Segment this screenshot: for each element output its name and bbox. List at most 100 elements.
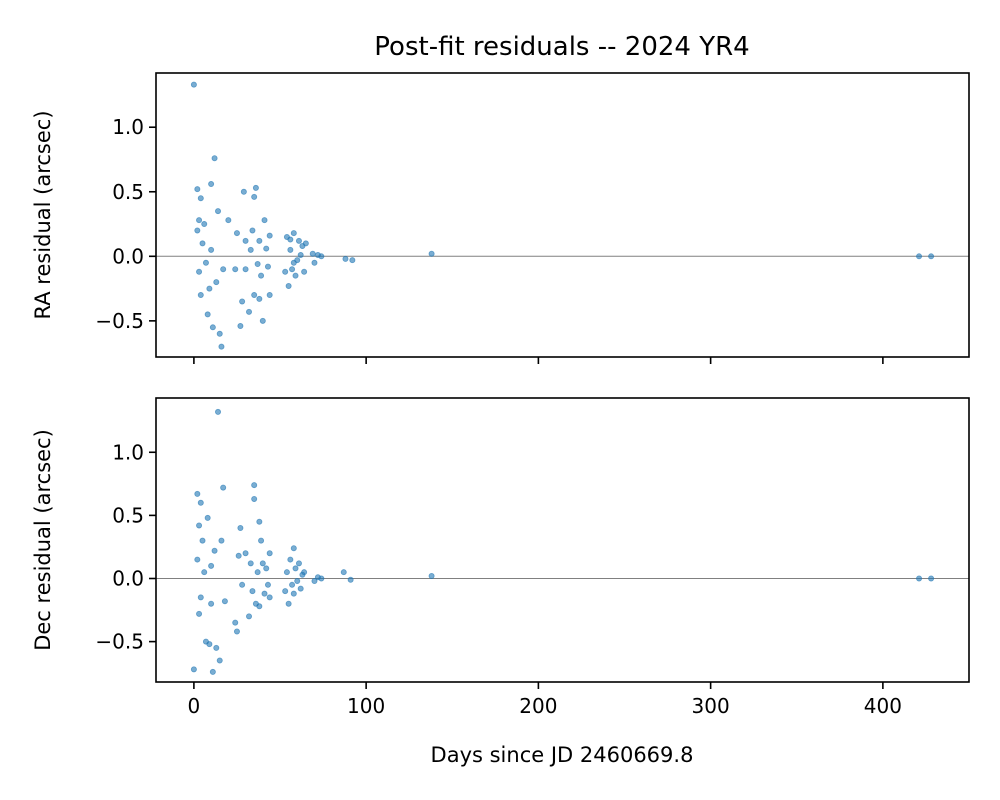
ra-point bbox=[263, 245, 270, 252]
ra-point bbox=[208, 181, 215, 188]
dec-point bbox=[254, 569, 261, 576]
dec-x-tick-label: 100 bbox=[347, 694, 385, 718]
dec-y-axis-label: Dec residual (arcsec) bbox=[31, 429, 55, 651]
dec-point bbox=[290, 545, 297, 552]
dec-point bbox=[204, 514, 211, 521]
ra-point bbox=[261, 217, 268, 224]
dec-point bbox=[221, 598, 228, 605]
dec-point bbox=[190, 666, 197, 673]
ra-y-tick-label: 0.5 bbox=[112, 180, 144, 204]
dec-point bbox=[232, 619, 239, 626]
ra-point bbox=[292, 272, 299, 279]
dec-point bbox=[242, 550, 249, 557]
ra-y-axis-label: RA residual (arcsec) bbox=[31, 110, 55, 319]
ra-point bbox=[206, 285, 213, 292]
ra-point bbox=[232, 266, 239, 273]
dec-point bbox=[201, 569, 208, 576]
dec-point bbox=[196, 610, 203, 617]
dec-point bbox=[301, 569, 308, 576]
ra-point bbox=[242, 237, 249, 244]
ra-point bbox=[916, 253, 923, 260]
dec-x-tick-label: 300 bbox=[692, 694, 730, 718]
dec-plot-frame bbox=[155, 397, 970, 683]
dec-point bbox=[428, 572, 435, 579]
dec-point bbox=[292, 565, 299, 572]
ra-point bbox=[349, 257, 356, 264]
dec-point bbox=[928, 575, 935, 582]
dec-point bbox=[251, 495, 258, 502]
dec-point bbox=[247, 560, 254, 567]
ra-point bbox=[249, 227, 256, 234]
ra-point bbox=[194, 227, 201, 234]
dec-point bbox=[209, 668, 216, 675]
ra-point bbox=[197, 292, 204, 299]
ra-point bbox=[928, 253, 935, 260]
dec-y-tick-label: 0.0 bbox=[112, 566, 144, 590]
dec-point bbox=[297, 585, 304, 592]
ra-point bbox=[240, 188, 247, 195]
dec-point bbox=[258, 537, 265, 544]
dec-point bbox=[266, 550, 273, 557]
dec-point bbox=[285, 600, 292, 607]
ra-point bbox=[295, 237, 302, 244]
ra-point bbox=[246, 308, 253, 315]
ra-point bbox=[215, 208, 222, 215]
ra-point bbox=[233, 230, 240, 237]
ra-point bbox=[264, 263, 271, 270]
dec-point bbox=[194, 490, 201, 497]
dec-point bbox=[239, 581, 246, 588]
dec-point bbox=[216, 657, 223, 664]
ra-point bbox=[252, 184, 259, 191]
ra-point bbox=[285, 282, 292, 289]
dec-point bbox=[199, 537, 206, 544]
chart-title: Post-fit residuals -- 2024 YR4 bbox=[374, 32, 749, 62]
dec-point bbox=[256, 518, 263, 525]
dec-point bbox=[318, 575, 325, 582]
dec-point bbox=[196, 522, 203, 529]
ra-point bbox=[302, 240, 309, 247]
ra-panel: −0.5 0.0 0.5 1.0 bbox=[95, 72, 970, 364]
dec-point bbox=[197, 499, 204, 506]
ra-point bbox=[202, 259, 209, 266]
ra-point bbox=[213, 279, 220, 286]
ra-point bbox=[301, 268, 308, 275]
ra-point bbox=[311, 259, 318, 266]
dec-point bbox=[215, 408, 222, 415]
ra-point bbox=[208, 246, 215, 253]
ra-point bbox=[309, 250, 316, 257]
ra-plot-frame bbox=[155, 72, 970, 358]
ra-point bbox=[196, 217, 203, 224]
ra-point bbox=[289, 266, 296, 273]
ra-y-tick-label: −0.5 bbox=[95, 309, 144, 333]
ra-point bbox=[294, 257, 301, 264]
dec-point bbox=[237, 525, 244, 532]
dec-point bbox=[259, 560, 266, 567]
ra-point bbox=[287, 246, 294, 253]
ra-point bbox=[190, 81, 197, 88]
dec-point bbox=[251, 482, 258, 489]
dec-point bbox=[266, 594, 273, 601]
ra-point bbox=[256, 295, 263, 302]
ra-point bbox=[290, 230, 297, 237]
ra-point bbox=[199, 240, 206, 247]
ra-point bbox=[247, 246, 254, 253]
dec-point bbox=[256, 603, 263, 610]
ra-point bbox=[428, 250, 435, 257]
dec-point bbox=[295, 560, 302, 567]
ra-point bbox=[251, 193, 258, 200]
ra-point bbox=[266, 232, 273, 239]
ra-point bbox=[251, 292, 258, 299]
dec-point bbox=[347, 576, 354, 583]
ra-y-tick-label: 0.0 bbox=[112, 244, 144, 268]
ra-point bbox=[258, 272, 265, 279]
ra-point bbox=[259, 317, 266, 324]
dec-point bbox=[194, 556, 201, 563]
dec-point bbox=[283, 569, 290, 576]
x-axis-label: Days since JD 2460669.8 bbox=[431, 743, 694, 767]
dec-point bbox=[213, 644, 220, 651]
dec-point bbox=[311, 578, 318, 585]
ra-point bbox=[239, 298, 246, 305]
dec-x-tick-label: 200 bbox=[519, 694, 557, 718]
